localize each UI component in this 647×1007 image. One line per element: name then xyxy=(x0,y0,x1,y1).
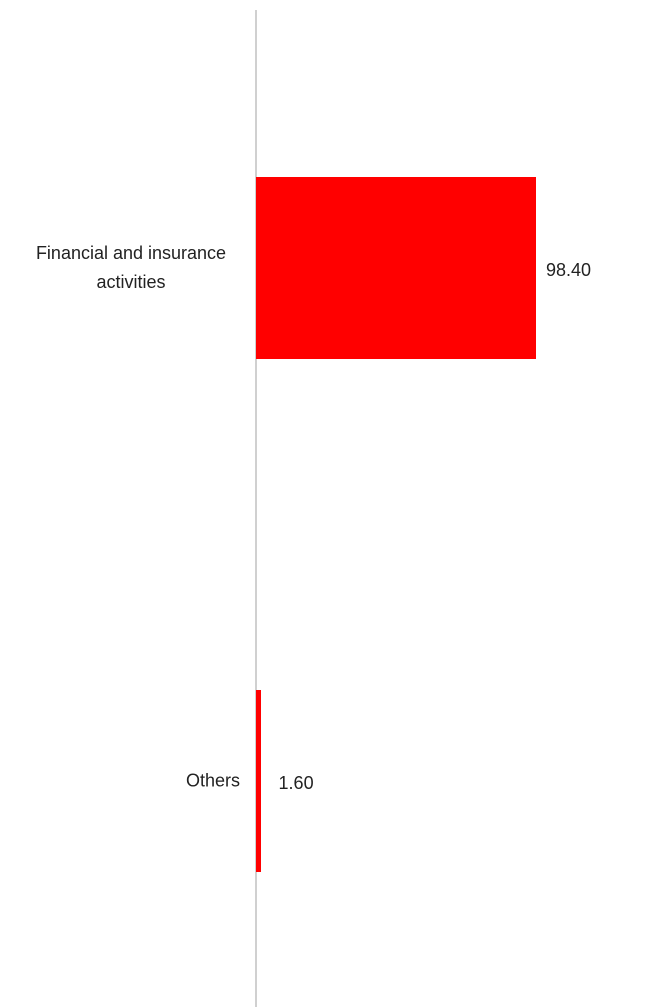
axis-line xyxy=(255,10,257,1007)
y-tick-label: Others xyxy=(185,770,240,791)
category-label-box: Others xyxy=(186,767,240,796)
bar xyxy=(256,690,261,872)
bar xyxy=(256,177,536,359)
value-label: 1.60 xyxy=(278,773,314,793)
category-label-box: Financial and insurance activities xyxy=(22,239,240,297)
value-label: 98.40 xyxy=(545,260,591,280)
y-tick-label: Financial and insurance activities xyxy=(35,243,227,292)
